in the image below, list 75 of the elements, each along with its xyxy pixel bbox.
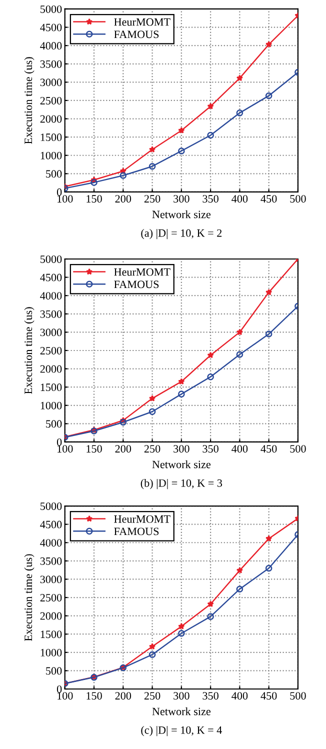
y-tick-label: 1500 [40,630,62,638]
text: (a) |D| = 10, K = 2 [141,228,222,240]
y-tick-label: 2000 [40,612,62,620]
x-tick-label: 200 [115,692,132,700]
x-axis-title: Network size [152,210,210,218]
y-tick-label: 0 [56,685,62,693]
x-axis-title: Network size [152,460,210,468]
legend-label: HeurMOMT [114,18,170,26]
x-tick-label: 300 [174,195,190,203]
y-axis-title: Execution time (us) [24,307,34,394]
x-tick-label: 400 [232,445,248,453]
y-tick-label: 3500 [40,557,62,565]
y-tick-label: 1000 [40,402,62,410]
x-tick-label: 500 [290,445,306,453]
y-axis-title: Execution time (us) [24,57,34,144]
x-tick-label: 400 [232,692,248,700]
x-tick-label: 250 [144,445,160,453]
x-tick-label: 100 [58,195,73,203]
y-tick-label: 2500 [40,346,62,354]
y-tick-label: 500 [46,667,62,675]
x-tick-label: 450 [260,445,277,453]
x-tick-label: 100 [58,692,73,700]
y-tick-label: 3000 [40,328,62,336]
y-tick-label: 1500 [40,384,62,392]
x-tick-label: 250 [144,692,160,700]
y-tick-label: 1000 [40,648,62,656]
y-tick-label: 4500 [40,520,62,528]
x-tick-label: 450 [260,195,277,203]
y-tick-label: 3500 [40,310,62,318]
legend-label: HeurMOMT [114,268,170,276]
x-axis-title: Network size [152,707,210,716]
x-tick-label: 300 [174,445,190,453]
x-tick-label: 100 [58,445,73,453]
y-tick-label: 3000 [40,78,62,86]
y-tick-label: 0 [56,188,62,196]
y-tick-label: 5000 [40,255,62,263]
text: (b) |D| = 10, K = 3 [140,479,222,490]
x-tick-label: 250 [144,195,160,203]
x-tick-label: 150 [86,195,102,203]
x-tick-label: 200 [115,195,132,203]
legend-label: FAMOUS [114,280,159,288]
y-tick-label: 500 [46,420,62,428]
text: (c) |D| = 10, K = 4 [141,726,222,736]
y-tick-label: 500 [46,170,62,178]
y-tick-label: 4500 [40,24,62,32]
y-tick-label: 4000 [40,42,62,50]
x-tick-label: 150 [86,445,102,453]
y-tick-label: 3500 [40,60,62,68]
y-tick-label: 4500 [40,274,62,282]
y-tick-label: 2000 [40,115,62,123]
x-tick-label: 350 [202,445,218,453]
y-tick-label: 1000 [40,152,62,160]
y-tick-label: 5000 [40,5,62,13]
x-tick-label: 450 [260,692,277,700]
x-tick-label: 350 [202,195,218,203]
y-tick-label: 5000 [40,502,62,510]
y-tick-label: 4000 [40,292,62,300]
y-tick-label: 2000 [40,365,62,373]
x-tick-label: 350 [202,692,218,700]
x-tick-label: 500 [290,195,306,203]
y-axis-title: Execution time (us) [24,554,34,642]
legend-label: FAMOUS [114,30,159,38]
legend-label: FAMOUS [114,528,159,536]
y-tick-label: 0 [56,438,62,446]
legend-label: HeurMOMT [114,515,170,523]
y-tick-label: 4000 [40,539,62,547]
x-tick-label: 300 [174,692,190,700]
x-tick-label: 500 [290,692,306,700]
y-tick-label: 2500 [40,594,62,602]
y-tick-label: 2500 [40,96,62,104]
y-tick-label: 3000 [40,576,62,584]
x-tick-label: 200 [115,445,132,453]
x-tick-label: 400 [232,195,248,203]
x-tick-label: 150 [86,692,102,700]
y-tick-label: 1500 [40,134,62,142]
